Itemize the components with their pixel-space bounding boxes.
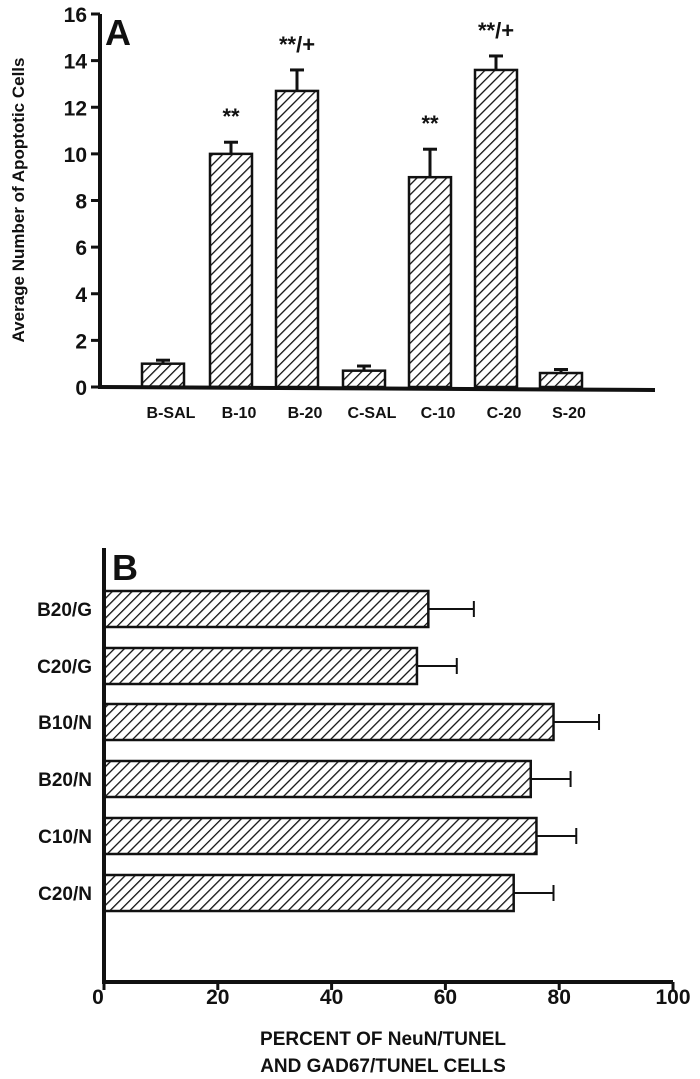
panel-a-chart: A Average Number of Apoptotic Cells 0 2 4 6… xyxy=(9,4,656,422)
panel-a-significance-label: ** xyxy=(421,111,439,136)
panel-b-x-axis-title-line-1: PERCENT OF NeuN/TUNEL xyxy=(260,1029,506,1050)
panel-b-x-tick-label: 20 xyxy=(206,986,229,1009)
panel-b-bar-c20-g xyxy=(102,646,419,686)
panel-a-x-tick-label: B-20 xyxy=(288,405,323,422)
panel-b-bar-b20-g xyxy=(102,589,430,629)
panel-b-y-tick-label: B20/G xyxy=(37,600,92,621)
panel-b-y-tick-label: B20/N xyxy=(38,770,92,791)
panel-a-bar-c-20 xyxy=(473,68,519,389)
panel-b-y-tick-label: C10/N xyxy=(38,827,92,848)
panel-a-y-tick-label: 14 xyxy=(64,51,88,74)
panel-a-y-tick-label: 2 xyxy=(75,330,87,353)
panel-a-y-tick-label: 6 xyxy=(75,237,87,260)
panel-a-error-bars xyxy=(156,54,568,374)
panel-b-chart: B B20/G C20/G B10/N B20/N C10/N C20/N 0 20 40 60… xyxy=(37,547,690,1077)
panel-a-significance-label: ** xyxy=(222,104,240,129)
panel-a-x-ticks: B-SAL B-10 B-20 C-SAL C-10 C-20 S-20 xyxy=(147,405,586,422)
panel-a-x-tick-label: B-10 xyxy=(222,405,257,422)
panel-a-letter: A xyxy=(105,12,131,53)
panel-b-error-bars xyxy=(416,601,601,901)
panel-a-y-tick-label: 4 xyxy=(75,284,87,307)
panel-b-x-ticks: 0 20 40 60 80 100 xyxy=(92,982,691,1009)
panel-b-x-tick-label: 60 xyxy=(434,986,457,1009)
panel-a-y-tick-label: 0 xyxy=(75,377,87,400)
panel-a-y-tick-label: 12 xyxy=(64,97,87,120)
panel-b-bar-b10-n xyxy=(102,702,555,742)
panel-a-significance-labels: ** **/+ ** **/+ xyxy=(222,18,514,136)
panel-a-bar-c-sal xyxy=(341,369,387,389)
panel-b-axes xyxy=(102,548,673,984)
panel-b-bars xyxy=(102,589,555,913)
panel-a-x-tick-label: S-20 xyxy=(552,405,586,422)
panel-a-y-tick-label: 8 xyxy=(75,191,87,214)
panel-a-y-axis-title: Average Number of Apoptotic Cells xyxy=(9,58,28,343)
panel-b-x-tick-label: 100 xyxy=(655,986,690,1009)
panel-b-x-tick-label: 0 xyxy=(92,986,104,1009)
panel-a-bar-s-20 xyxy=(538,371,584,389)
panel-b-letter: B xyxy=(112,547,138,588)
panel-a-y-tick-label: 16 xyxy=(64,4,87,27)
panel-a-x-tick-label: C-10 xyxy=(421,405,456,422)
panel-a-y-ticks: 0 2 4 6 8 10 12 14 16 xyxy=(64,4,100,400)
panel-a-x-axis xyxy=(97,385,656,392)
panel-b-x-axis-title-line-2: AND GAD67/TUNEL CELLS xyxy=(260,1056,506,1077)
panel-b-y-tick-label: B10/N xyxy=(38,713,92,734)
panel-a-axes xyxy=(97,14,656,392)
panel-b-x-tick-label: 40 xyxy=(320,986,343,1009)
panel-a-bar-c-10 xyxy=(407,175,453,389)
panel-a-x-tick-label: B-SAL xyxy=(147,405,196,422)
panel-a-bar-b-10 xyxy=(208,152,254,389)
panel-b-bar-b20-n xyxy=(102,759,532,799)
panel-b-x-tick-label: 80 xyxy=(548,986,571,1009)
panel-b-y-ticks: B20/G C20/G B10/N B20/N C10/N C20/N xyxy=(37,600,92,905)
panel-a-y-tick-label: 10 xyxy=(64,144,87,167)
panel-a-x-tick-label: C-20 xyxy=(487,405,522,422)
panel-a-x-tick-label: C-SAL xyxy=(348,405,397,422)
panel-b-bar-c10-n xyxy=(102,816,538,856)
panel-a-bars xyxy=(140,68,584,389)
panel-a-significance-label: **/+ xyxy=(279,32,315,57)
panel-a-significance-label: **/+ xyxy=(478,18,514,43)
panel-b-y-tick-label: C20/G xyxy=(37,657,92,678)
panel-b-bar-c20-n xyxy=(102,873,515,913)
panel-b-y-tick-label: C20/N xyxy=(38,884,92,905)
panel-a-bar-b-sal xyxy=(140,362,186,389)
panel-a-bar-b-20 xyxy=(274,89,320,389)
